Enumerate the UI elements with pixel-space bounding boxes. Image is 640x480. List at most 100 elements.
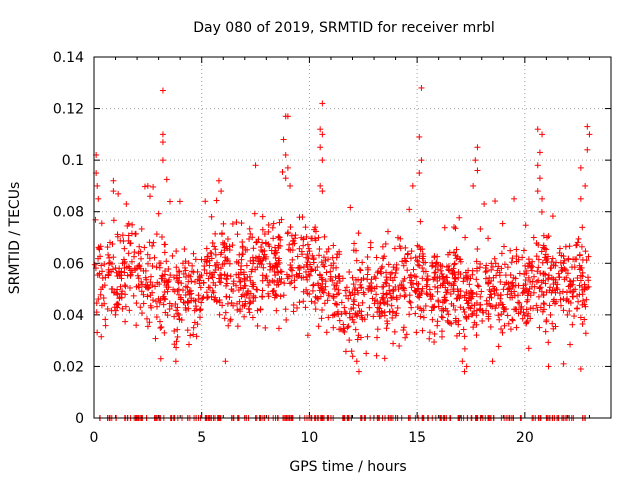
y-tick-label: 0.12	[53, 102, 84, 118]
data-point	[304, 332, 311, 339]
data-point	[159, 157, 166, 164]
data-point	[569, 281, 576, 288]
data-point	[250, 281, 257, 288]
data-point	[504, 286, 511, 293]
data-point	[539, 195, 546, 202]
data-point	[180, 270, 187, 277]
data-point	[188, 278, 195, 285]
data-point	[289, 267, 296, 274]
data-point	[452, 306, 459, 313]
data-point	[255, 236, 262, 243]
data-point	[213, 197, 220, 204]
data-point	[384, 301, 391, 308]
data-point	[92, 216, 99, 223]
data-point	[534, 307, 541, 314]
data-point	[447, 290, 454, 297]
data-point	[298, 234, 305, 241]
data-point	[203, 245, 210, 252]
data-point	[227, 273, 234, 280]
data-point	[98, 333, 105, 340]
data-point	[215, 177, 222, 184]
data-point	[306, 272, 313, 279]
data-point	[577, 265, 584, 272]
data-point	[190, 250, 197, 257]
data-point	[269, 277, 276, 284]
data-point	[525, 274, 532, 281]
data-point	[419, 327, 426, 334]
data-point	[388, 302, 395, 309]
data-point	[501, 243, 508, 250]
data-point	[141, 244, 148, 251]
data-point	[540, 232, 547, 239]
data-point	[378, 270, 385, 277]
data-point	[230, 280, 237, 287]
data-point	[286, 280, 293, 287]
data-point	[394, 304, 401, 311]
data-point	[581, 285, 588, 292]
data-point	[333, 301, 340, 308]
data-point	[195, 296, 202, 303]
data-point	[582, 248, 589, 255]
data-point	[246, 295, 253, 302]
data-point	[540, 242, 547, 249]
data-point	[171, 313, 178, 320]
data-point	[469, 310, 476, 317]
data-point	[116, 294, 123, 301]
data-point	[507, 280, 514, 287]
data-point	[513, 258, 520, 265]
data-point	[148, 304, 155, 311]
data-point	[95, 296, 102, 303]
data-point	[325, 314, 332, 321]
data-point	[348, 348, 355, 355]
data-point	[393, 296, 400, 303]
data-point	[233, 219, 240, 226]
data-point	[418, 84, 425, 91]
data-point	[390, 294, 397, 301]
data-point	[400, 327, 407, 334]
data-point	[400, 262, 407, 269]
data-point	[350, 319, 357, 326]
data-point	[358, 285, 365, 292]
data-point	[504, 312, 511, 319]
data-point	[108, 286, 115, 293]
data-point	[116, 265, 123, 272]
data-point	[281, 280, 288, 287]
data-point	[415, 281, 422, 288]
data-point	[97, 291, 104, 298]
data-point	[321, 300, 328, 307]
data-point	[166, 306, 173, 313]
data-point	[550, 325, 557, 332]
data-point	[508, 259, 515, 266]
data-point	[513, 306, 520, 313]
data-point	[230, 302, 237, 309]
data-point	[95, 195, 102, 202]
data-point	[563, 289, 570, 296]
data-point	[342, 310, 349, 317]
data-point	[294, 253, 301, 260]
data-point	[364, 254, 371, 261]
data-point	[474, 167, 481, 174]
data-point	[174, 333, 181, 340]
data-point	[302, 304, 309, 311]
data-point	[408, 248, 415, 255]
data-point	[461, 308, 468, 315]
data-point	[315, 323, 322, 330]
data-point	[418, 157, 425, 164]
data-point	[177, 296, 184, 303]
data-point	[461, 368, 468, 375]
data-point	[466, 281, 473, 288]
data-point	[137, 304, 144, 311]
data-point	[327, 268, 334, 275]
data-point	[350, 247, 357, 254]
data-point	[469, 271, 476, 278]
data-point	[316, 246, 323, 253]
data-point	[260, 264, 267, 271]
y-tick-labels: 0 0.02 0.04 0.06 0.08 0.1 0.12 0.14	[53, 50, 84, 427]
data-point	[93, 309, 100, 316]
data-point	[536, 285, 543, 292]
data-point	[538, 279, 545, 286]
data-point	[198, 299, 205, 306]
data-point	[312, 237, 319, 244]
data-point	[445, 251, 452, 258]
data-point	[521, 312, 528, 319]
